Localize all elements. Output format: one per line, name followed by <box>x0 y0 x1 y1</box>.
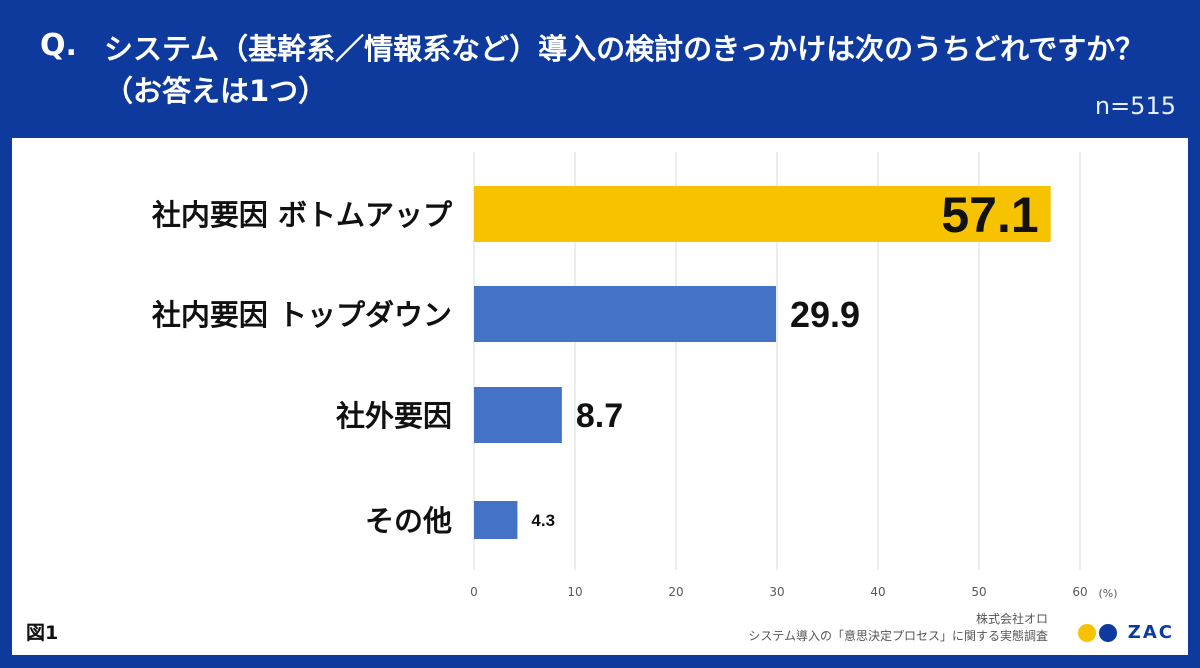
value-label: 57.1 <box>941 187 1038 243</box>
company-name: 株式会社オロ <box>975 612 1048 626</box>
x-tick-label: 50 <box>971 585 986 599</box>
chart-panel: 0 10 20 30 40 50 60 (%) 社内要因 ボトムアップ 57.1 社内要因 トップダ… <box>12 138 1188 655</box>
value-label: 29.9 <box>790 294 860 335</box>
x-tick-label: 20 <box>668 585 683 599</box>
survey-title: システム導入の「意思決定プロセス」に関する実態調査 <box>748 629 1048 643</box>
value-label: 4.3 <box>531 511 555 530</box>
x-unit-label: (%) <box>1098 587 1117 600</box>
logo-yellow-dot <box>1077 623 1096 642</box>
category-label: 社内要因 トップダウン <box>152 298 452 332</box>
bar <box>474 286 776 342</box>
value-label: 8.7 <box>576 397 623 435</box>
x-tick-label: 30 <box>769 585 784 599</box>
bar-chart: 0 10 20 30 40 50 60 (%) 社内要因 ボトムアップ 57.1 社内要因 トップダ… <box>152 152 1118 600</box>
x-tick-label: 10 <box>567 585 582 599</box>
x-tick-label: 60 <box>1072 585 1087 599</box>
question-mark-label: Q. <box>40 28 77 63</box>
logo-text: ZAC <box>1127 622 1174 643</box>
x-tick-label: 0 <box>470 585 478 599</box>
x-tick-label: 40 <box>870 585 885 599</box>
question-title: システム（基幹系／情報系など）導入の検討のきっかけは次のうちどれですか？（お答え… <box>104 32 1145 108</box>
bar <box>474 501 518 539</box>
source-credit: 株式会社オロ システム導入の「意思決定プロセス」に関する実態調査 <box>748 611 1048 645</box>
category-label: 社外要因 <box>336 399 452 433</box>
zac-logo: ZAC <box>1077 622 1174 643</box>
sample-size-label: n=515 <box>1094 92 1176 120</box>
category-label: 社内要因 ボトムアップ <box>152 198 453 232</box>
figure-label: 図1 <box>26 622 59 644</box>
bar <box>474 186 1051 242</box>
category-label: その他 <box>365 504 452 538</box>
bar <box>474 387 562 443</box>
logo-blue-dot <box>1098 623 1117 642</box>
